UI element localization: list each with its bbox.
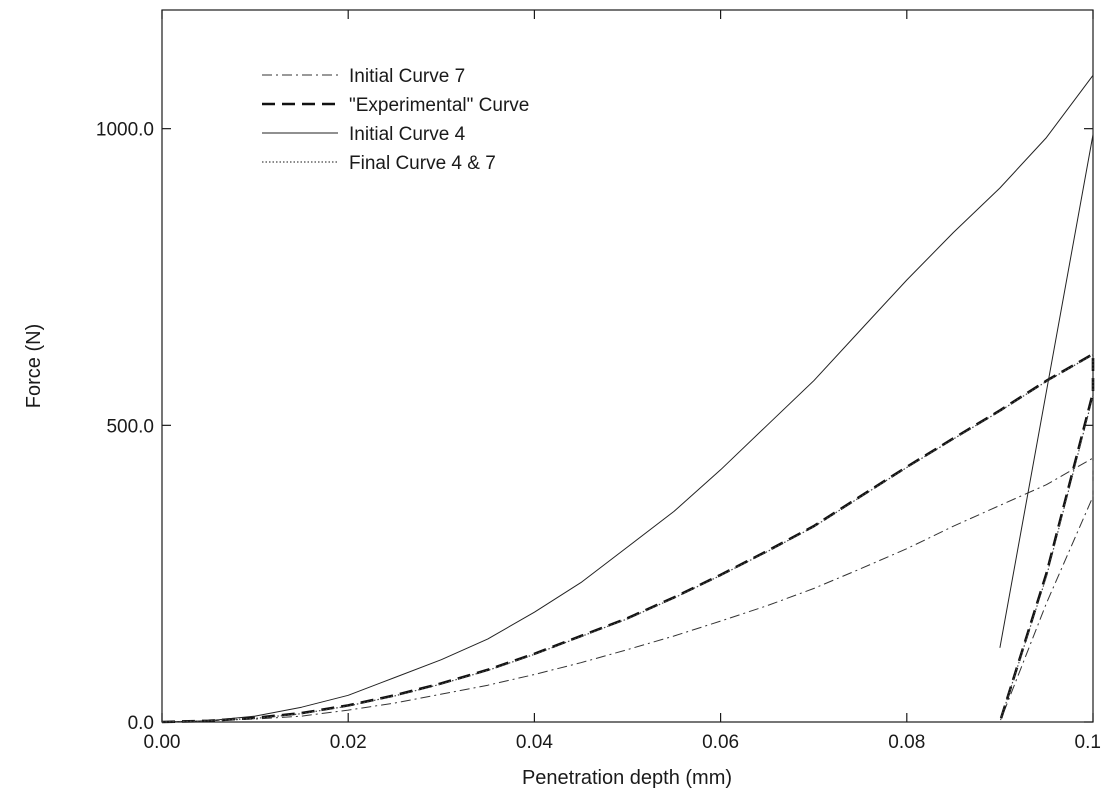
axis-ticks: 0.00 0.02 0.04 0.06 0.08 0.10 0.0 500.0 1000.0: [96, 10, 1101, 753]
y-tick-label: 500.0: [106, 416, 154, 437]
legend-label-experimental-curve: "Experimental" Curve: [349, 95, 529, 116]
x-tick-label: 0.04: [516, 732, 553, 753]
series-line-experimental-curve: [161, 352, 1095, 724]
series-line-initial-curve-4: [161, 74, 1094, 723]
x-axis-label: Penetration depth (mm): [522, 767, 732, 789]
legend-label-initial-curve-4: Initial Curve 4: [349, 124, 466, 145]
series-line-initial-curve-7: [161, 457, 1094, 723]
legend-label-final-curve-4-7: Final Curve 4 & 7: [349, 153, 496, 174]
x-tick-label: 0.00: [144, 732, 181, 753]
x-tick-label: 0.08: [888, 732, 925, 753]
y-axis-label: Force (N): [23, 324, 45, 408]
x-tick-label: 0.02: [330, 732, 367, 753]
series-line-final-curve-4-7: [161, 354, 1094, 723]
x-tick-label: 0.10: [1075, 732, 1101, 753]
y-tick-label: 0.0: [128, 713, 154, 734]
plot-frame: [161, 9, 1094, 723]
series-layer: [161, 74, 1095, 724]
x-tick-label: 0.06: [702, 732, 739, 753]
legend: Initial Curve 7 "Experimental" Curve Ini…: [262, 66, 529, 174]
legend-label-initial-curve-7: Initial Curve 7: [349, 66, 465, 87]
y-tick-label: 1000.0: [96, 120, 154, 141]
